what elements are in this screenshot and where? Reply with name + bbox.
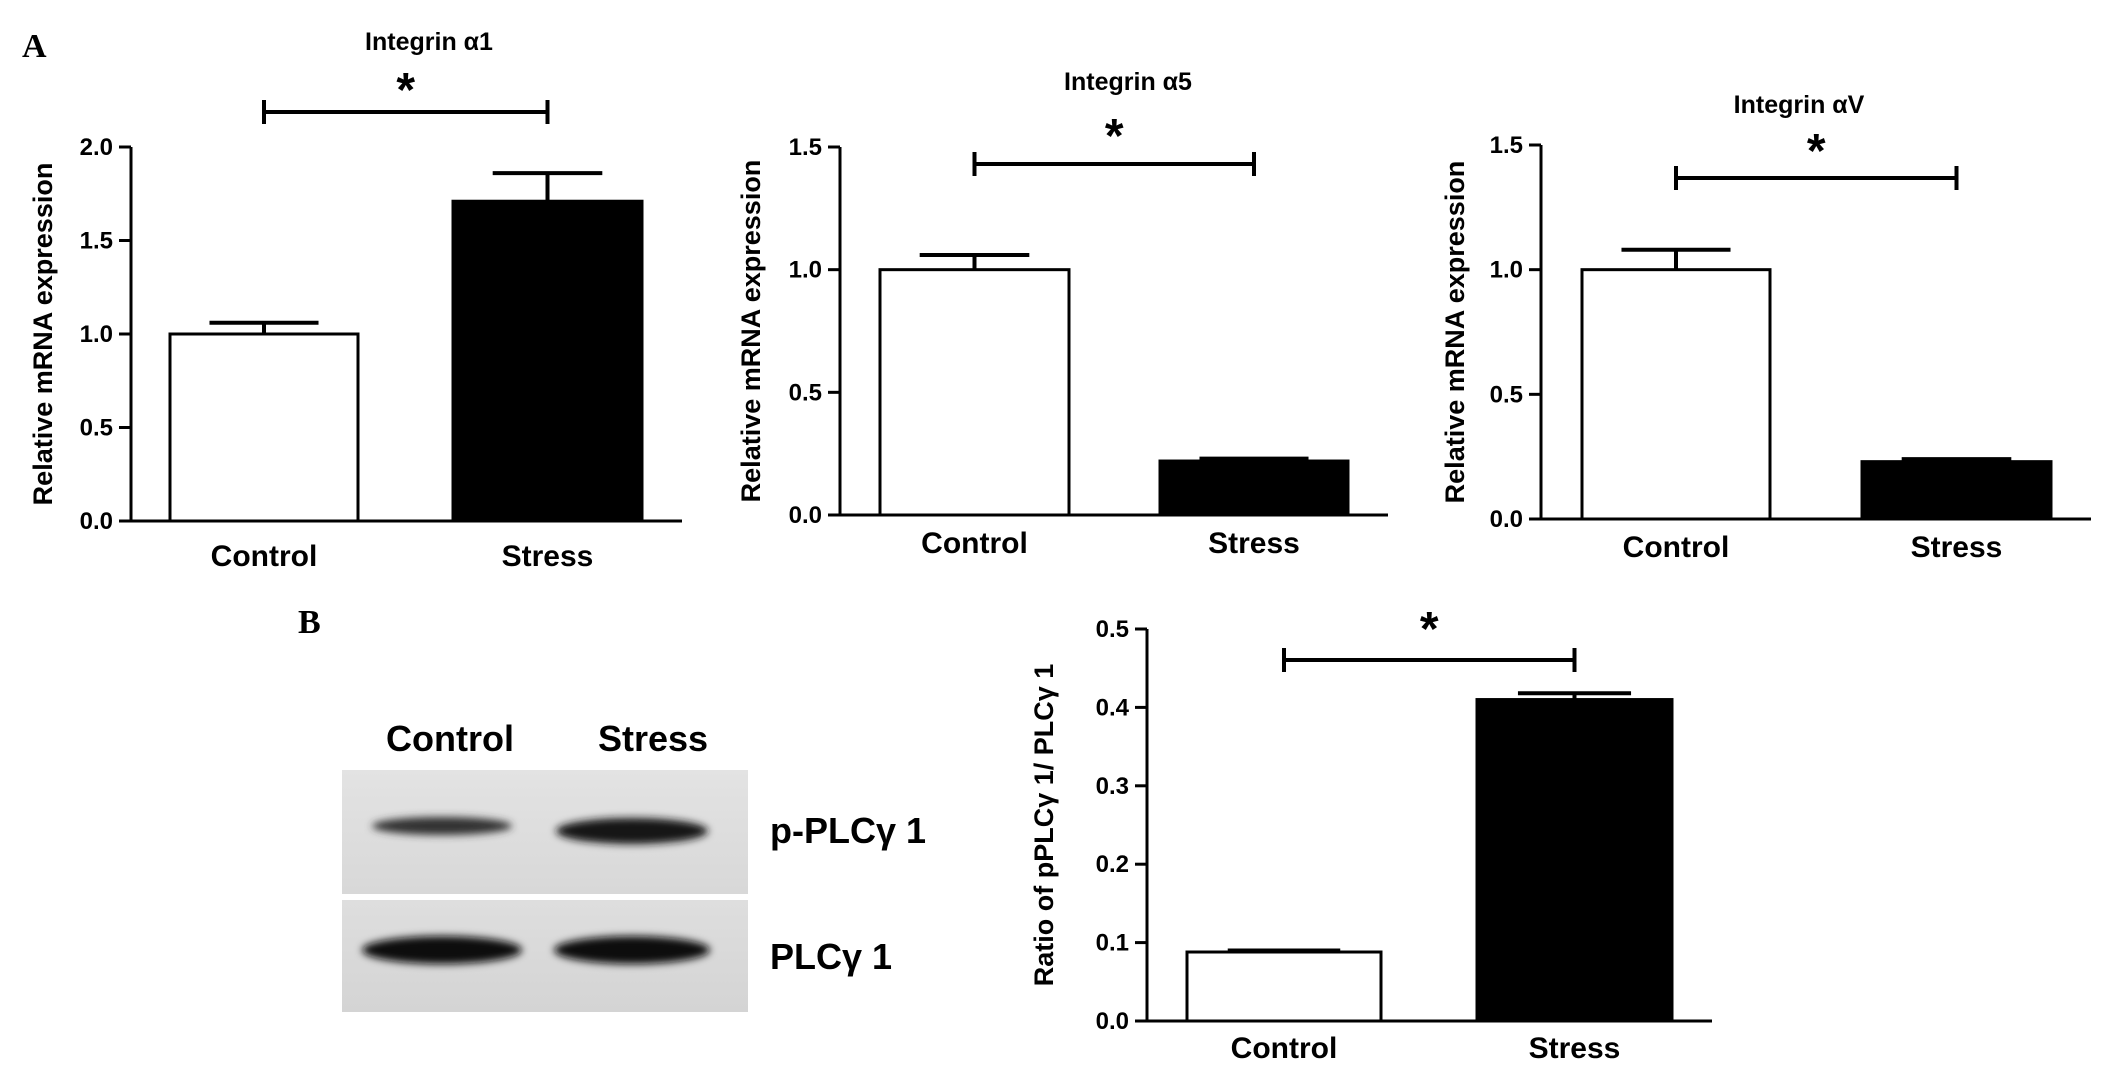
chart-av-bar-stress [1860,460,2053,521]
chart-av-bar-control [1580,268,1772,521]
chart-a1-title: Integrin α1 [365,28,493,56]
chart-plc-y-tick-label: 0.1 [1096,930,1129,957]
blot-total-bands [362,936,710,964]
band-total-control [362,936,522,964]
chart-plc-category-label: Stress [1529,1032,1621,1065]
chart-plc-y-tick-label: 0.2 [1096,851,1129,878]
chart-a1-y-axis-label: Relative mRNA expression [28,163,58,506]
chart-a1-bar-stress [451,199,644,523]
blot-strip-phospho [342,770,748,894]
chart-plc-y-tick-label: 0.3 [1096,773,1129,800]
chart-a5-y-tick-label: 1.0 [789,257,822,284]
chart-a1-y-tick-label: 1.5 [80,228,113,255]
chart-a5-category-label: Stress [1208,527,1300,560]
chart-plc-bar-stress [1475,698,1674,1023]
band-phospho-stress [556,818,708,844]
chart-a5-bar-control [878,268,1071,517]
panel-b-label: B [298,604,321,641]
chart-av-y-tick-label: 0.0 [1490,506,1523,533]
chart-plc-y-tick-label: 0.4 [1096,694,1130,721]
chart-a5-category-label: Control [921,527,1028,560]
chart-a1-significance-star: * [396,64,415,117]
chart-plc-category-label: Control [1231,1032,1338,1065]
chart-av-y-tick-label: 0.5 [1490,381,1523,408]
chart-a5-title: Integrin α5 [1064,68,1192,96]
blot-strip-total [342,900,748,1012]
chart-a5-y-axis-label: Relative mRNA expression [736,160,766,503]
chart-a5-y-tick-label: 0.0 [789,502,822,529]
chart-a1-category-label: Control [211,540,318,573]
blot-label-total: PLCγ 1 [770,936,893,977]
chart-av-significance-star: * [1807,125,1826,178]
band-total-stress [554,936,710,964]
chart-av-category-label: Stress [1911,531,2003,564]
chart-plc-significance-star: * [1420,603,1439,656]
chart-a1-y-tick-label: 0.0 [80,508,113,535]
chart-plc-y-axis-label: Ratio of pPLCγ 1/ PLCγ 1 [1029,664,1059,987]
band-phospho-control [372,817,512,835]
panel-a-label: A [22,28,47,65]
blot-label-phospho: p-PLCγ 1 [770,810,927,851]
chart-av-title: Integrin αV [1734,91,1865,119]
chart-plc-y-tick-label: 0.5 [1096,616,1129,643]
chart-a1-y-tick-label: 0.5 [80,415,113,442]
chart-a1-bar-control [168,332,360,523]
chart-av-category-label: Control [1623,531,1730,564]
chart-a1-y-tick-label: 1.0 [80,321,113,348]
blot-lane-stress: Stress [598,718,709,759]
chart-plc-y-tick-label: 0.0 [1096,1008,1129,1035]
chart-av-y-tick-label: 1.0 [1490,257,1523,284]
chart-a5-bar-stress [1158,459,1350,517]
chart-a5-y-tick-label: 1.5 [789,134,822,161]
chart-av-y-tick-label: 1.5 [1490,132,1523,159]
chart-a5-y-tick-label: 0.5 [789,379,822,406]
blot-phospho-bands [372,817,708,844]
chart-a1-category-label: Stress [502,540,594,573]
chart-av-y-axis-label: Relative mRNA expression [1440,161,1470,504]
chart-a1-y-tick-label: 2.0 [80,134,113,161]
chart-a5-significance-star: * [1105,110,1124,163]
chart-plc-bar-control [1185,950,1383,1023]
blot-lane-control: Control [386,718,514,759]
